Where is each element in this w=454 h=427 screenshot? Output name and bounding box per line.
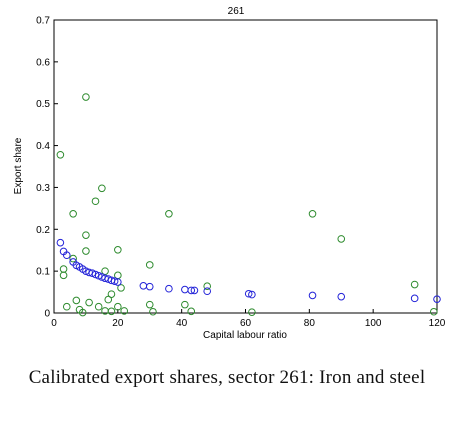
green-data-point	[69, 254, 77, 263]
blue-data-point	[165, 284, 173, 293]
green-data-point	[107, 307, 116, 316]
green-data-point	[145, 300, 154, 309]
blue-data-point	[187, 286, 196, 295]
blue-data-point	[203, 287, 211, 296]
blue-data-point	[181, 285, 189, 294]
blue-data-point	[145, 282, 154, 291]
x-tick-label: 20	[112, 318, 124, 329]
y-tick-label: 0.4	[36, 141, 50, 152]
green-data-point	[56, 150, 65, 159]
x-tick-label: 120	[429, 318, 446, 329]
y-tick-label: 0	[44, 309, 50, 320]
x-tick-label: 0	[51, 318, 57, 329]
blue-data-point	[433, 295, 441, 303]
y-tick-label: 0.6	[36, 57, 50, 68]
green-data-point	[410, 280, 419, 289]
green-data-point	[94, 302, 103, 311]
x-tick-label: 40	[176, 318, 188, 329]
chart-title: 261	[228, 6, 245, 17]
y-tick-label: 0.7	[36, 16, 50, 27]
green-data-point	[78, 308, 87, 317]
blue-data-point	[190, 286, 199, 295]
green-data-point	[59, 271, 68, 280]
green-data-point	[248, 308, 256, 316]
blue-data-point	[56, 238, 65, 247]
blue-data-point	[337, 292, 346, 301]
green-data-point	[82, 247, 90, 255]
blue-data-point	[244, 289, 253, 298]
green-data-point	[165, 209, 173, 218]
green-data-point	[149, 307, 157, 316]
green-data-point	[187, 307, 196, 316]
x-axis-label: Capital labour ratio	[203, 330, 287, 340]
blue-data-point	[248, 290, 256, 299]
y-axis: 0 0.1 0.2 0.3 0.4 0.5 0.6 0.7	[36, 16, 58, 320]
green-data-point	[203, 282, 211, 291]
y-tick-label: 0.2	[36, 225, 50, 236]
green-data-point	[114, 245, 122, 254]
scatter-chart: 261 0 0.1 0.2 0.3 0.4 0.5 0.6 0.7 0 20 40 60 80 100 1…	[13, 6, 446, 340]
green-data-point	[69, 209, 77, 218]
green-data-point	[308, 209, 317, 218]
x-tick-label: 100	[365, 318, 382, 329]
blue-data-point	[62, 251, 71, 260]
y-tick-label: 0.1	[36, 267, 50, 278]
green-data-point	[98, 184, 106, 193]
blue-data-point	[114, 278, 122, 286]
blue-data-point	[308, 291, 317, 300]
plot-frame	[53, 19, 438, 314]
x-axis: 0 20 40 60 80 100 120	[51, 309, 446, 329]
blue-data-point	[110, 277, 119, 285]
green-data-point	[82, 231, 90, 239]
green-data-point	[59, 265, 68, 273]
x-tick-label: 60	[240, 318, 252, 329]
green-data-point	[337, 235, 346, 243]
data-points	[56, 93, 441, 317]
green-data-point	[72, 296, 81, 305]
y-axis-label: Export share	[13, 137, 24, 194]
x-tick-label: 80	[304, 318, 316, 329]
green-data-point	[120, 307, 129, 315]
green-data-point	[101, 267, 109, 275]
chart-svg: 261 0 0.1 0.2 0.3 0.4 0.5 0.6 0.7 0 20 40 60 80 100 1…	[13, 6, 446, 340]
green-data-point	[62, 302, 71, 311]
green-data-point	[85, 298, 93, 307]
green-data-point	[181, 300, 189, 309]
blue-data-point	[139, 281, 148, 290]
green-data-point	[107, 290, 116, 298]
green-data-point	[114, 302, 122, 311]
green-data-point	[430, 307, 438, 316]
green-data-point	[91, 197, 100, 206]
figure-caption: Calibrated export shares, sector 261: Ir…	[28, 367, 426, 388]
y-tick-label: 0.3	[36, 183, 50, 194]
green-data-point	[104, 295, 113, 304]
y-tick-label: 0.5	[36, 99, 50, 110]
green-data-point	[82, 93, 90, 101]
green-data-point	[145, 261, 154, 269]
blue-data-point	[410, 294, 419, 303]
green-data-point	[117, 284, 125, 292]
